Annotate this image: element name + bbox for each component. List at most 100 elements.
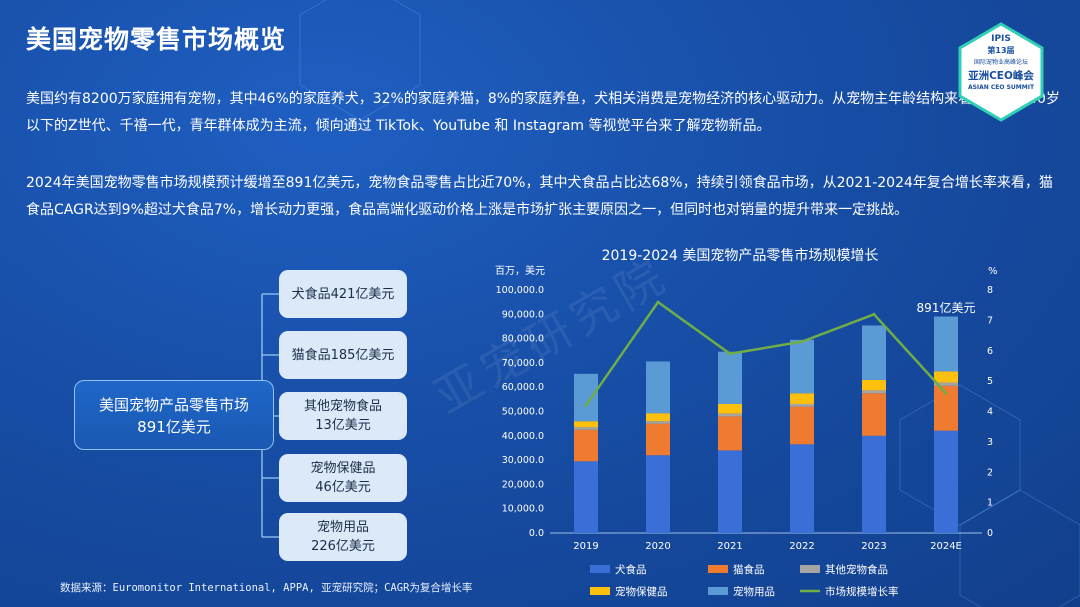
bar-segment: [646, 421, 670, 424]
bar-segment: [574, 461, 598, 533]
leaf-dog-food: 犬食品421亿美元: [279, 270, 407, 318]
bar-segment: [790, 406, 814, 445]
logo-line2: 第13届: [987, 46, 1015, 55]
legend-swatch: [590, 565, 610, 573]
x-tick-label: 2019: [573, 541, 598, 552]
page-title: 美国宠物零售市场概览: [26, 25, 287, 54]
y-tick-left: 100,000.0: [496, 285, 544, 296]
bar-segment: [862, 435, 886, 533]
bar-segment: [646, 413, 670, 422]
y-tick-right: 4: [987, 407, 993, 418]
bar-segment: [862, 390, 886, 394]
logo-hexagon-icon: [958, 22, 1044, 122]
growth-rate-point: [800, 340, 804, 344]
bar-segment: [646, 423, 670, 456]
summit-logo: IPIS 第13届 国际宠物业高峰论坛 亚洲CEO峰会 ASIAN CEO SU…: [958, 22, 1044, 122]
logo-line1: IPIS: [991, 34, 1011, 44]
legend-label: 宠物用品: [733, 585, 775, 598]
leaf-other-food: 其他宠物食品 13亿美元: [279, 392, 407, 440]
y-tick-left: 70,000.0: [502, 358, 544, 369]
bar-segment: [862, 325, 886, 380]
growth-rate-line: [584, 300, 947, 407]
x-tick-label: 2023: [861, 541, 886, 552]
growth-rate-point: [656, 300, 660, 304]
bar-segment: [790, 444, 814, 533]
bar-segment: [790, 403, 814, 407]
leaf-label: 猫食品185亿美元: [291, 347, 395, 363]
x-tick-label: 2021: [717, 541, 742, 552]
leaf-value: 13亿美元: [315, 418, 371, 433]
y-tick-left: 60,000.0: [502, 382, 544, 393]
y-tick-right: 2: [987, 467, 993, 478]
bar-segment: [574, 429, 598, 462]
legend-swatch: [800, 565, 820, 573]
y-tick-right: 3: [987, 437, 993, 448]
y-tick-left: 10,000.0: [502, 504, 544, 515]
legend-swatch: [708, 565, 728, 573]
legend-label: 犬食品: [615, 563, 647, 576]
x-tick-label: 2024E: [930, 541, 962, 552]
chart-title: 2019-2024 美国宠物产品零售市场规模增长: [602, 247, 879, 264]
logo-line3: 国际宠物业高峰论坛: [973, 59, 1028, 66]
x-tick-label: 2020: [645, 541, 670, 552]
y-tick-right: 7: [987, 315, 993, 326]
bar-segment: [790, 393, 814, 404]
leaf-cat-food: 猫食品185亿美元: [279, 331, 407, 379]
bar-segment: [934, 382, 958, 386]
bar-segment: [718, 351, 742, 404]
legend-label: 市场规模增长率: [825, 585, 899, 598]
leaf-label: 其他宠物食品: [303, 399, 382, 414]
y-tick-left: 30,000.0: [502, 455, 544, 466]
y-axis-left-label: 百万，美元: [495, 264, 545, 277]
y-tick-left: 80,000.0: [502, 334, 544, 345]
y-tick-left: 50,000.0: [502, 407, 544, 418]
bar-segment: [934, 371, 958, 383]
leaf-value: 226亿美元: [311, 539, 375, 554]
leaf-health: 宠物保健品 46亿美元: [279, 454, 407, 502]
total-annotation: 891亿美元: [917, 300, 976, 315]
y-tick-right: 8: [987, 285, 993, 296]
growth-rate-point: [944, 391, 948, 395]
bar-segment: [934, 430, 958, 533]
bar-segment: [862, 393, 886, 436]
y-tick-right: 0: [987, 528, 993, 539]
y-tick-right: 6: [987, 346, 993, 357]
x-tick-label: 2022: [789, 541, 814, 552]
y-tick-left: 40,000.0: [502, 431, 544, 442]
legend-swatch: [590, 587, 610, 595]
bar-segment: [718, 450, 742, 533]
root-label: 美国宠物产品零售市场: [98, 396, 249, 414]
bar-segment: [718, 403, 742, 414]
leaf-supplies: 宠物用品 226亿美元: [279, 513, 407, 561]
legend-label: 猫食品: [733, 563, 765, 576]
logo-line4: 亚洲CEO峰会: [968, 70, 1034, 82]
leaf-label: 宠物用品: [316, 520, 369, 535]
market-paragraph: 2024年美国宠物零售市场规模预计缓增至891亿美元，宠物食品零售占比近70%，…: [26, 175, 1053, 218]
legend-swatch: [708, 587, 728, 595]
intro-paragraph: 美国约有8200万家庭拥有宠物，其中46%的家庭养犬，32%的家庭养猫，8%的家…: [26, 91, 1060, 134]
bar-segment: [574, 427, 598, 430]
leaf-value: 46亿美元: [315, 480, 371, 495]
bar-segment: [574, 421, 598, 428]
logo-line5: ASIAN CEO SUMMIT: [967, 84, 1035, 91]
y-tick-left: 20,000.0: [502, 479, 544, 490]
bar-segment: [862, 379, 886, 391]
bar-segment: [718, 413, 742, 417]
growth-rate-point: [584, 403, 588, 407]
y-tick-left: 0.0: [529, 528, 544, 539]
y-axis-right-label: %: [988, 266, 998, 277]
y-tick-right: 5: [987, 376, 993, 387]
y-tick-left: 90,000.0: [502, 309, 544, 320]
leaf-label: 宠物保健品: [310, 461, 376, 476]
tree-root-node: 美国宠物产品零售市场 891亿美元: [74, 380, 274, 450]
bar-segment: [646, 455, 670, 533]
bar-segment: [718, 416, 742, 451]
growth-rate-point: [728, 352, 732, 356]
root-value: 891亿美元: [137, 418, 211, 436]
legend-label: 其他宠物食品: [825, 563, 888, 576]
bar-segment: [790, 339, 814, 394]
y-tick-right: 1: [987, 498, 993, 509]
legend-label: 宠物保健品: [615, 585, 668, 598]
